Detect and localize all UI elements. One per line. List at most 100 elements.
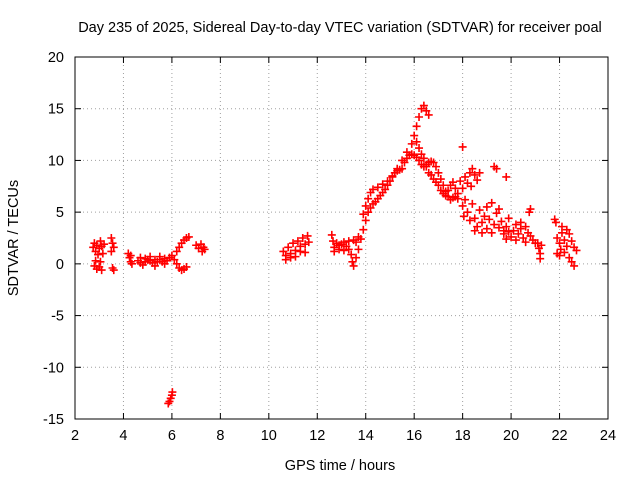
x-tick-label: 2 [71, 428, 79, 444]
data-point [458, 142, 467, 151]
data-point [293, 237, 302, 246]
x-tick-label: 8 [216, 428, 224, 444]
data-point [381, 185, 390, 194]
data-point [344, 237, 353, 246]
x-tick-label: 10 [261, 428, 277, 444]
data-point [296, 247, 305, 256]
data-point [465, 216, 474, 225]
data-point [170, 255, 179, 264]
data-point [444, 186, 453, 195]
data-point [141, 254, 150, 263]
data-point [412, 137, 421, 146]
data-point [356, 235, 365, 244]
x-tick-label: 20 [503, 428, 519, 444]
data-point [291, 252, 300, 261]
data-point [284, 243, 293, 252]
data-point [468, 164, 477, 173]
data-point [417, 150, 426, 159]
data-point [91, 256, 100, 265]
y-axis-label: SDTVAR / TECUs [6, 180, 22, 296]
data-point [565, 229, 574, 238]
data-point [562, 242, 571, 251]
data-point [383, 177, 392, 186]
data-point [330, 247, 339, 256]
data-point [419, 101, 428, 110]
data-point [415, 144, 424, 153]
data-point [553, 234, 562, 242]
data-point [551, 218, 560, 227]
data-point [301, 248, 310, 257]
data-point [412, 122, 421, 131]
data-point [490, 220, 499, 229]
data-point [478, 218, 487, 227]
y-tick-labels: -15 -10 -5 0 5 10 15 20 [43, 50, 64, 428]
y-tick-label: 5 [56, 205, 64, 221]
data-point [127, 259, 136, 268]
data-point [459, 212, 468, 221]
data-point [279, 247, 288, 256]
data-point [361, 216, 370, 225]
data-point [109, 266, 118, 275]
data-point [373, 183, 382, 192]
data-point [467, 182, 476, 191]
data-point [507, 232, 516, 241]
data-point [400, 158, 409, 167]
data-point [555, 239, 564, 248]
data-point [482, 202, 491, 211]
data-point [422, 162, 431, 171]
data-point [502, 172, 511, 181]
data-point [431, 162, 440, 171]
data-point [504, 214, 513, 223]
x-tick-label: 12 [309, 428, 325, 444]
y-tick-label: -5 [51, 309, 64, 325]
data-point [175, 243, 184, 252]
data-point [415, 156, 424, 165]
data-point [509, 226, 518, 235]
axis-ticks [74, 56, 609, 420]
data-point [434, 168, 443, 177]
data-point [560, 248, 569, 257]
data-point [516, 218, 525, 227]
y-tick-label: 0 [56, 257, 64, 273]
data-point [100, 240, 109, 249]
data-point [465, 168, 474, 177]
data-point [424, 110, 433, 119]
data-point [344, 245, 353, 254]
data-point [200, 245, 209, 254]
data-point [368, 185, 377, 194]
data-point [499, 229, 508, 238]
data-point [475, 206, 484, 215]
data-point [463, 208, 472, 217]
data-point [160, 254, 169, 263]
data-point [555, 251, 564, 260]
data-point [352, 253, 361, 262]
data-point [359, 210, 368, 219]
data-point [361, 201, 370, 210]
data-point [354, 245, 363, 254]
data-point [167, 251, 176, 260]
data-point [155, 252, 164, 261]
data-point [458, 201, 467, 210]
y-tick-label: 15 [48, 102, 64, 118]
data-point [422, 106, 431, 115]
data-point [339, 246, 348, 255]
y-tick-label: 10 [48, 153, 64, 169]
data-point [473, 222, 482, 231]
data-point [565, 253, 574, 262]
data-point [487, 228, 496, 237]
data-point [526, 231, 535, 240]
data-point [429, 158, 438, 167]
data-point [434, 181, 443, 190]
plot-frame [74, 56, 609, 420]
x-tick-label: 16 [406, 428, 422, 444]
data-point [168, 388, 177, 397]
x-axis-label: GPS time / hours [285, 458, 395, 474]
data-point [347, 250, 356, 259]
data-point [511, 220, 520, 229]
data-point [492, 164, 501, 173]
data-point [436, 175, 445, 184]
data-point [487, 198, 496, 207]
data-point [286, 253, 295, 262]
data-point [560, 236, 569, 245]
